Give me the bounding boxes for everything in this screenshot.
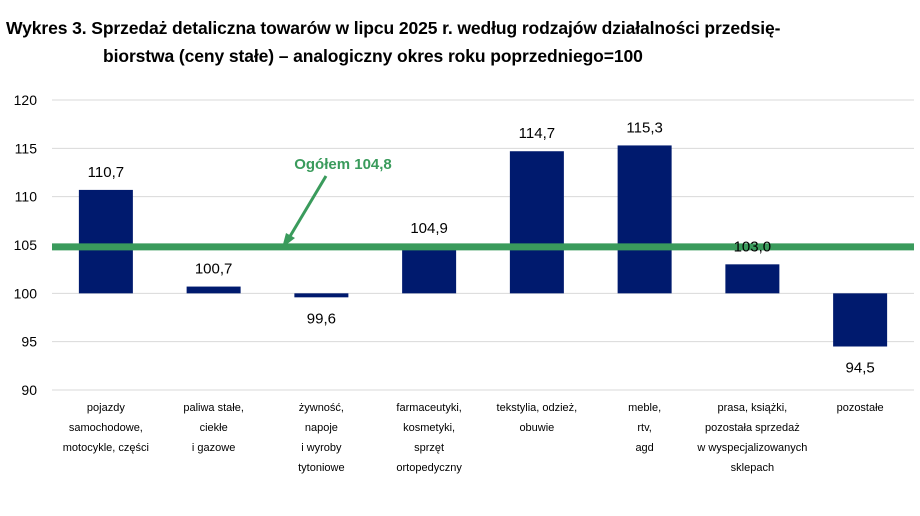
x-category-label-line: w wyspecjalizowanych [697,442,808,454]
x-category-label: żywność, napoje i wyroby tytoniowe [261,398,381,478]
x-category-label-line: ortopedyczny [396,462,462,474]
x-category-label: pojazdy samochodowe, motocykle, części [46,398,166,458]
bar [294,293,349,298]
x-category-label-line: agd [635,442,654,454]
bar [186,286,241,294]
x-category-label-line: żywność, [298,402,344,414]
bar [617,145,672,294]
bar-value-label: 110,7 [88,164,124,181]
y-tick-label: 100 [14,285,38,301]
bar-value-label: 115,3 [626,119,662,136]
bar-value-label: 99,6 [307,310,336,327]
y-tick-label: 90 [21,382,37,398]
x-category-label: prasa, książki, pozostała sprzedaż w wyspe… [692,398,812,478]
y-tick-label: 110 [15,189,38,205]
x-category-label-line: kosmetyki, [403,422,456,434]
x-category-label: tekstylia, odzież, obuwie [477,398,597,438]
chart-title-line-1: Wykres 3. Sprzedaż detaliczna towarów w … [6,18,781,38]
bar [833,293,888,347]
y-tick-label: 95 [21,334,37,350]
y-tick-label: 115 [15,140,38,156]
x-category-label-line: tekstylia, odzież, [496,402,578,414]
x-category-label: pozostałe [800,398,920,418]
x-category-label-line: farmaceutyki, [396,402,462,414]
x-category-label-line: i gazowe [191,442,236,454]
bar [402,245,457,294]
x-category-label-line: napoje [304,422,338,434]
x-category-label-line: prasa, książki, [717,402,788,414]
bar-value-label: 114,7 [519,125,555,142]
x-category-label-line: pozostałe [836,402,884,414]
x-category-label-line: paliwa stałe, [183,402,244,414]
x-category-label-line: sprzęt [414,442,445,454]
bar [509,151,564,294]
overall-annotation-label: Ogółem 104,8 [294,156,392,173]
x-category-label-line: tytoniowe [298,462,345,474]
x-category-label: farmaceutyki, kosmetyki, sprzęt ortopedyczn… [369,398,489,478]
x-category-label-line: rtv, [637,422,652,434]
x-category-label-line: i wyroby [301,442,342,454]
y-tick-label: 105 [14,237,38,253]
overall-annotation-arrow [287,175,328,239]
bar-value-label: 100,7 [195,261,233,278]
x-category-label-line: obuwie [519,422,555,434]
x-category-label: meble, rtv, agd [585,398,705,458]
bar-value-label: 94,5 [846,360,875,377]
chart-title-line-2: biorstwa (ceny stałe) – analogiczny okre… [103,46,643,66]
x-category-label-line: motocykle, części [62,442,149,454]
x-category-label: paliwa stałe, ciekłe i gazowe [154,398,274,458]
overall-annotation-arrowhead [282,233,295,248]
bar [725,264,780,294]
x-category-label-line: meble, [628,402,662,414]
bar [78,189,133,294]
bar-value-label: 104,9 [410,220,448,237]
y-tick-label: 120 [14,92,38,108]
x-category-label-line: pozostała sprzedaż [704,422,800,434]
x-category-label-line: sklepach [730,462,775,474]
x-category-label-line: samochodowe, [68,422,143,434]
x-category-label-line: pojazdy [86,402,125,414]
x-category-label-line: ciekłe [199,422,228,434]
bar-value-label: 103,0 [734,238,772,255]
